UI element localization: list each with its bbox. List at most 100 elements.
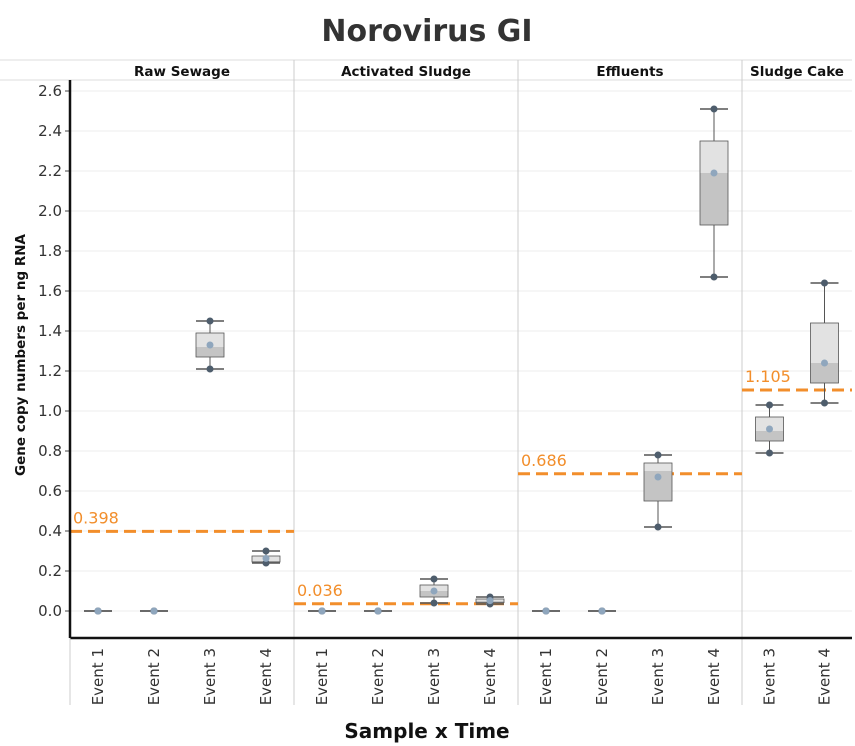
x-tick-label: Event 1 [537,648,555,705]
gridlines [70,90,852,612]
y-tick-label: 1.0 [38,402,62,420]
y-tick-label: 2.6 [38,82,62,100]
x-tick-label: Event 4 [816,648,834,705]
reference-line-label: 1.105 [745,367,791,386]
data-point [206,317,214,325]
mean-point [206,341,214,349]
axes: 0.0 0.2 0.4 0.6 0.8 1.0 1.2 1.4 1.6 1.8 2.0 2.2 2.4 2… [38,80,852,705]
box-plot [475,593,505,608]
box-outline [195,332,225,358]
data-point [430,599,438,607]
box-plot [643,451,673,531]
box-plot [588,607,616,615]
x-tick-label: Event 4 [257,648,275,705]
panel-title: Raw Sewage [134,64,230,80]
x-tick-labels: Event 1 Event 2 Event 3 Event 4 Event 1 Event… [89,648,834,705]
box-plot [419,575,449,607]
box-upper [810,323,839,363]
box-plot [810,279,839,407]
mean-point [430,587,438,595]
box-plot [84,607,112,615]
box-plot [364,607,392,615]
panel-title: Activated Sludge [341,64,471,80]
x-tick-label: Event 2 [593,648,611,705]
box-plots [84,105,839,615]
y-tick-label: 1.8 [38,242,62,260]
data-point [710,105,718,113]
y-tick-label: 0.0 [38,602,62,620]
mean-point [374,607,382,615]
chart-title: Norovirus GI [321,14,532,49]
data-point [654,523,662,531]
box-outline [419,584,449,598]
mean-point [766,425,773,433]
x-tick-label: Event 2 [369,648,387,705]
panel-title: Sludge Cake [750,64,844,80]
panel-headers: Raw Sewage Activated Sludge Effluents Sludg… [0,59,852,705]
x-tick-label: Event 1 [89,648,107,705]
data-point [710,273,718,281]
box-outline [755,416,784,442]
data-point [821,279,828,287]
x-tick-label: Event 3 [425,648,443,705]
mean-point [598,607,606,615]
panel-title: Effluents [596,64,663,80]
y-tick-label: 1.4 [38,322,62,340]
box-plot [699,105,729,281]
reference-line-label: 0.036 [297,581,343,600]
y-tick-label: 0.6 [38,482,62,500]
box-outline [643,462,673,502]
reference-lines: 0.398 0.036 0.686 1.105 [70,367,852,606]
mean-point [542,607,550,615]
x-tick-label: Event 4 [481,648,499,705]
box-lower [196,347,224,357]
x-tick-label: Event 3 [201,648,219,705]
data-point [654,451,662,459]
x-tick-label: Event 1 [313,648,331,705]
box-lower [755,431,784,441]
x-tick-label: Event 3 [761,648,779,705]
box-plot [532,607,560,615]
mean-point [654,473,662,481]
mean-point [150,607,158,615]
box-plot [140,607,168,615]
box-outline [699,140,729,226]
box-upper [644,463,672,471]
box-lower [810,363,839,383]
reference-line-label: 0.398 [73,508,119,527]
data-point [206,365,214,373]
box-upper [700,141,728,173]
box-lower [700,173,728,225]
y-tick-label: 1.2 [38,362,62,380]
mean-point [710,169,718,177]
y-tick-label: 2.4 [38,122,62,140]
box-plot [308,607,336,615]
y-tick-label: 1.6 [38,282,62,300]
y-tick-label: 2.2 [38,162,62,180]
box-plot [755,401,784,457]
reference-line-label: 0.686 [521,451,567,470]
data-point [766,449,773,457]
box-plot [251,547,281,567]
y-tick-label: 2.0 [38,202,62,220]
y-axis-title: Gene copy numbers per ng RNA [13,233,29,475]
x-tick-label: Event 3 [649,648,667,705]
mean-point [94,607,102,615]
box-upper [755,417,784,431]
x-tick-label: Event 2 [145,648,163,705]
box-outline [810,322,839,384]
data-point [821,399,828,407]
y-tick-label: 0.4 [38,522,62,540]
box-upper [196,333,224,347]
x-axis-title: Sample x Time [344,719,509,743]
mean-point [821,359,828,367]
x-tick-label: Event 4 [705,648,723,705]
data-point [430,575,438,583]
mean-point [262,554,270,562]
y-tick-label: 0.8 [38,442,62,460]
box-plot [195,317,225,373]
mean-point [318,607,326,615]
data-point [262,547,270,555]
y-tick-label: 0.2 [38,562,62,580]
